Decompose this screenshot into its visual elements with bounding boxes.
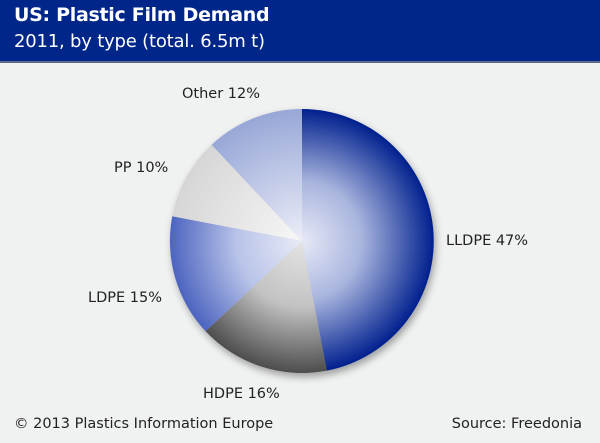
slice-hdpe (205, 241, 327, 373)
label-other: Other 12% (182, 86, 261, 102)
chart-subtitle: 2011, by type (total. 6.5m t) (14, 31, 265, 52)
copyright-text: © 2013 Plastics Information Europe (14, 416, 274, 432)
chart-header: US: Plastic Film Demand 2011, by type (t… (0, 0, 600, 63)
pie-chart (169, 109, 434, 373)
label-ldpe: LDPE 15% (88, 290, 162, 306)
label-lldpe: LLDPE 47% (446, 233, 529, 249)
source-text: Source: Freedonia (451, 416, 582, 432)
slice-ldpe (169, 216, 302, 332)
slice-pp (172, 144, 302, 241)
slice-lldpe (302, 109, 434, 371)
slice-other (211, 109, 302, 241)
chart-title: US: Plastic Film Demand (14, 4, 270, 26)
label-hdpe: HDPE 16% (203, 386, 280, 402)
label-pp: PP 10% (114, 160, 169, 176)
